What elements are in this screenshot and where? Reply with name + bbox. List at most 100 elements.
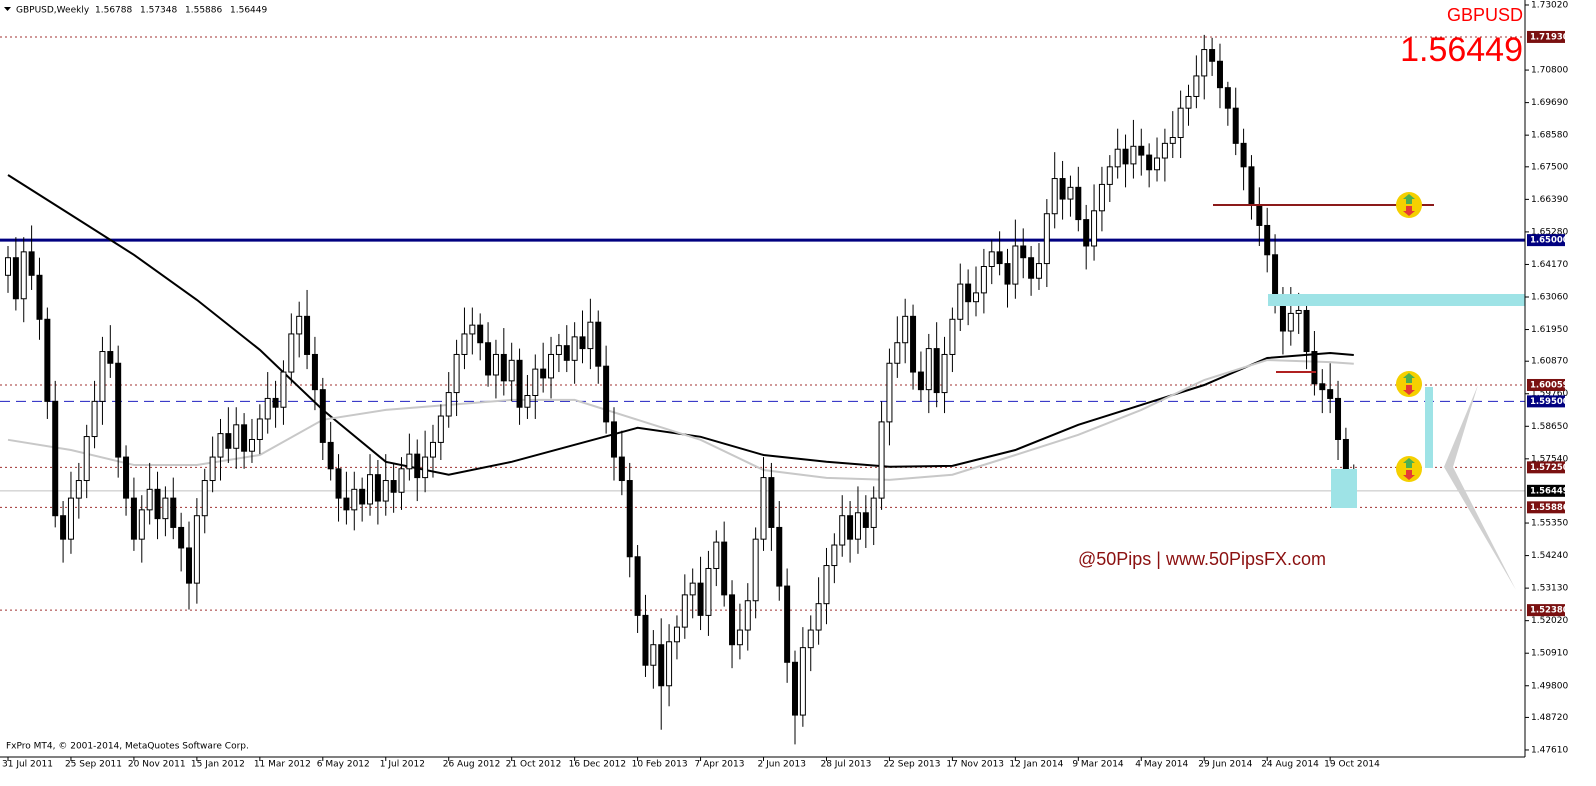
y-tick-label: 1.58650 — [1531, 422, 1568, 432]
candle-body — [721, 541, 728, 596]
y-tick-label: 1.52020 — [1531, 616, 1568, 626]
plot-area — [0, 34, 1525, 745]
y-tick-label: 1.64170 — [1531, 260, 1568, 270]
candle-body — [1028, 257, 1035, 279]
price-axis: 1.73020 1.70800 1.69690 1.68580 1.67500 1.663… — [2, 0, 1569, 769]
candle-body — [115, 362, 122, 458]
y-tick-label: 1.53130 — [1531, 584, 1568, 594]
candle-body — [20, 251, 27, 300]
y-tick-label: 1.61950 — [1531, 325, 1568, 335]
x-tick-label: 16 Dec 2012 — [569, 760, 627, 770]
candle-body — [941, 353, 948, 394]
candle-body — [1185, 95, 1192, 109]
level-label: 1.56449 — [1530, 486, 1569, 496]
candle-body — [1083, 219, 1090, 247]
ohlc-close: 1.56449 — [230, 6, 267, 16]
candle-body — [1012, 245, 1019, 285]
candle-body — [390, 480, 397, 493]
candle-body — [540, 368, 547, 379]
candle-body — [1051, 178, 1058, 215]
candle-body — [296, 315, 303, 335]
candle-body — [799, 647, 806, 716]
candle-body — [52, 400, 59, 517]
y-tick-label: 1.60870 — [1531, 357, 1568, 367]
moving-average — [7, 358, 1354, 481]
candle-body — [626, 480, 633, 558]
level-label-box — [1527, 461, 1565, 474]
candle-body — [729, 594, 736, 646]
candle-body — [902, 315, 909, 344]
candle-body — [689, 582, 696, 596]
y-tick-label: 1.69690 — [1531, 98, 1568, 108]
candle-body — [681, 594, 688, 628]
candle-body — [910, 315, 917, 373]
candle-body — [988, 251, 995, 268]
candle-body — [1279, 301, 1286, 332]
candle-body — [75, 480, 82, 499]
y-tick-label: 1.73020 — [1531, 0, 1568, 10]
candle-body — [973, 292, 980, 303]
level-label: 1.65000 — [1530, 236, 1569, 246]
candle-body — [319, 389, 326, 443]
x-tick-label: 4 May 2014 — [1135, 760, 1188, 770]
x-tick-label: 31 Jul 2011 — [2, 760, 53, 770]
candle-body — [1146, 154, 1153, 171]
candle-body — [1342, 438, 1349, 470]
candle-body — [862, 512, 869, 528]
candle-body — [154, 488, 161, 520]
candle-body — [713, 541, 720, 569]
candle-body — [508, 359, 515, 382]
candle-body — [571, 336, 578, 361]
candle-body — [1319, 383, 1326, 391]
candle-body — [634, 556, 641, 616]
candle-body — [807, 629, 814, 649]
y-tick-label: 1.59760 — [1531, 389, 1568, 399]
candle-body — [642, 614, 649, 666]
x-tick-label: 12 Jan 2014 — [1009, 760, 1063, 770]
candle-body — [343, 497, 350, 511]
candle-body — [1169, 137, 1176, 144]
y-tick-label: 1.68580 — [1531, 131, 1568, 141]
candle-body — [1193, 75, 1200, 97]
symbol: GBPUSD — [1447, 5, 1523, 25]
candle-body — [768, 477, 775, 528]
candle-body — [744, 600, 751, 631]
y-tick-label: 1.57540 — [1531, 454, 1568, 464]
x-tick-label: 21 Oct 2012 — [506, 760, 562, 770]
candle-body — [784, 585, 791, 663]
x-tick-label: 15 Jan 2012 — [191, 760, 245, 770]
candle-body — [697, 582, 704, 616]
candle-body — [280, 371, 287, 408]
candle-body — [965, 283, 972, 303]
candle-body — [201, 480, 208, 517]
candle-body — [453, 353, 460, 394]
candle-body — [1303, 309, 1310, 353]
candle-body — [351, 488, 358, 511]
signal-icon — [1396, 192, 1422, 218]
candle-body — [36, 274, 43, 320]
candle-body — [1295, 309, 1302, 314]
candle-body — [217, 433, 224, 458]
candle-body — [563, 345, 570, 361]
level-label-box — [1527, 395, 1565, 408]
candle-body — [1264, 224, 1271, 256]
y-tick-label: 1.66390 — [1531, 195, 1568, 205]
x-tick-label: 6 May 2012 — [317, 760, 370, 770]
y-tick-label: 1.63060 — [1531, 292, 1568, 302]
x-tick-label: 10 Feb 2013 — [632, 760, 688, 770]
level-label: 1.60059 — [1530, 380, 1569, 390]
level-label: 1.52380 — [1530, 606, 1569, 616]
level-label-box — [1527, 378, 1565, 391]
candle-body — [209, 456, 216, 482]
candle-body — [1114, 148, 1121, 168]
candle-body — [146, 488, 153, 511]
candle-body — [327, 441, 334, 470]
candle-body — [1232, 107, 1239, 144]
candle-body — [1177, 107, 1184, 139]
candle-body — [933, 348, 940, 394]
candle-body — [500, 353, 507, 382]
candle-body — [91, 400, 98, 438]
candle-body — [595, 321, 602, 367]
candle-body — [256, 418, 263, 440]
